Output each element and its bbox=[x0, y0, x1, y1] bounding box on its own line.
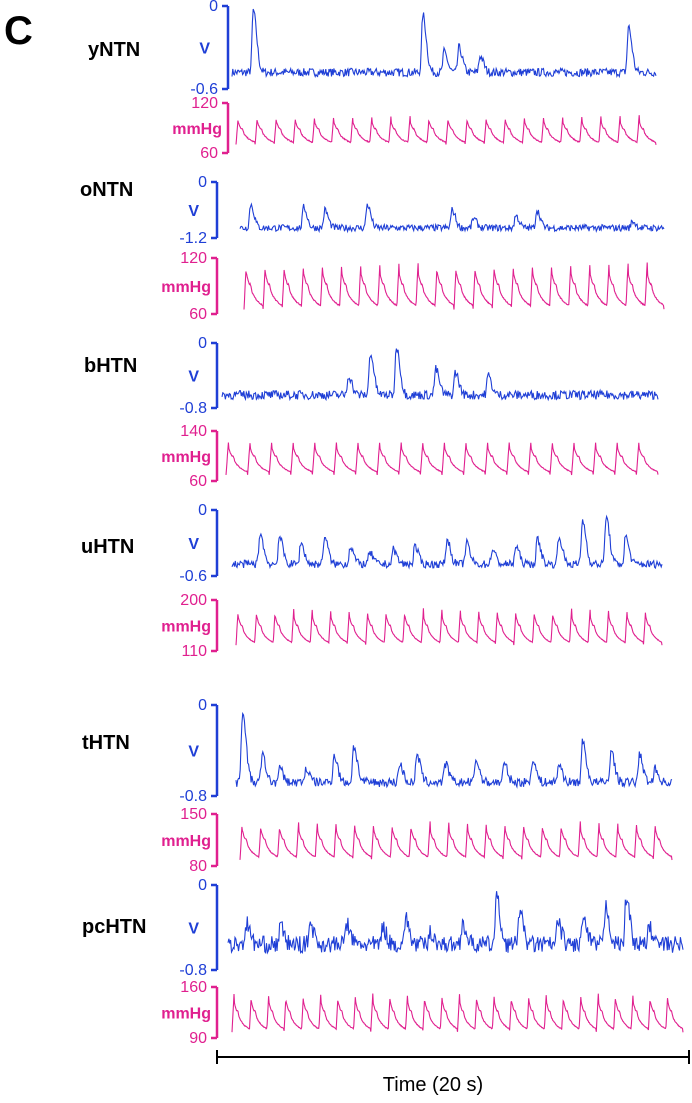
pressure-tick-label: 120 bbox=[180, 250, 207, 267]
nerve-unit-label: V bbox=[188, 744, 199, 761]
pressure-trace bbox=[235, 608, 663, 646]
pressure-tick-label: 60 bbox=[189, 473, 207, 490]
group-label: tHTN bbox=[82, 732, 130, 754]
pressure-tick-label: 110 bbox=[181, 643, 207, 660]
pressure-unit-label: mmHg bbox=[161, 449, 211, 466]
group-ontn: oNTN 0 -1.2 V 120 mmHg 60 bbox=[80, 174, 665, 323]
group-label: pcHTN bbox=[82, 916, 146, 938]
pressure-tick-label: 80 bbox=[189, 858, 207, 875]
pressure-trace bbox=[235, 115, 657, 146]
group-yntn: yNTN 0 -0.6 V 120 mmHg 60 bbox=[88, 0, 657, 162]
group-pchtn: pcHTN 0 -0.8 V 160 mmHg 90 bbox=[82, 877, 684, 1047]
nerve-trace bbox=[221, 348, 659, 402]
nerve-tick-label: -0.6 bbox=[179, 568, 207, 585]
panel-label: C bbox=[4, 9, 33, 53]
group-label: uHTN bbox=[81, 536, 134, 558]
pressure-trace bbox=[243, 262, 665, 310]
nerve-tick-label: -1.2 bbox=[179, 230, 207, 247]
nerve-tick-label: -0.8 bbox=[179, 400, 207, 417]
nerve-unit-label: V bbox=[188, 921, 199, 938]
group-uhtn: uHTN 0 -0.6 V 200 mmHg 110 bbox=[81, 502, 663, 660]
pressure-unit-label: mmHg bbox=[161, 619, 211, 636]
nerve-trace bbox=[227, 891, 684, 955]
nerve-trace bbox=[231, 8, 657, 79]
pressure-tick-label: 200 bbox=[180, 592, 207, 609]
group-label: bHTN bbox=[84, 355, 137, 377]
nerve-unit-label: V bbox=[188, 203, 199, 220]
pressure-tick-label: 160 bbox=[180, 979, 207, 996]
pressure-trace bbox=[225, 442, 659, 476]
pressure-trace bbox=[231, 993, 684, 1033]
nerve-tick-label: 0 bbox=[198, 174, 207, 191]
nerve-unit-label: V bbox=[188, 536, 199, 553]
nerve-tick-label: -0.8 bbox=[179, 788, 207, 805]
nerve-tick-label: -0.6 bbox=[190, 81, 218, 98]
pressure-unit-label: mmHg bbox=[161, 1006, 211, 1023]
nerve-trace bbox=[235, 711, 673, 789]
time-scale-bar bbox=[216, 1050, 690, 1064]
group-bhtn: bHTN 0 -0.8 V 140 mmHg 60 bbox=[84, 335, 659, 490]
pressure-tick-label: 60 bbox=[200, 145, 218, 162]
pressure-unit-label: mmHg bbox=[172, 121, 222, 138]
time-scale-label: Time (20 s) bbox=[383, 1074, 483, 1096]
pressure-tick-label: 140 bbox=[180, 423, 207, 440]
nerve-tick-label: 0 bbox=[198, 877, 207, 894]
nerve-tick-label: -0.8 bbox=[179, 962, 207, 979]
nerve-trace bbox=[231, 514, 663, 570]
nerve-tick-label: 0 bbox=[198, 502, 207, 519]
pressure-tick-label: 90 bbox=[189, 1030, 207, 1047]
nerve-unit-label: V bbox=[188, 369, 199, 386]
pressure-unit-label: mmHg bbox=[161, 833, 211, 850]
pressure-trace bbox=[239, 821, 673, 861]
nerve-tick-label: 0 bbox=[209, 0, 218, 15]
pressure-unit-label: mmHg bbox=[161, 279, 211, 296]
group-thtn: tHTN 0 -0.8 V 150 mmHg 80 bbox=[82, 697, 673, 875]
group-label: yNTN bbox=[88, 39, 140, 61]
nerve-tick-label: 0 bbox=[198, 697, 207, 714]
nerve-tick-label: 0 bbox=[198, 335, 207, 352]
pressure-tick-label: 60 bbox=[189, 306, 207, 323]
pressure-tick-label: 150 bbox=[180, 806, 207, 823]
pressure-tick-label: 120 bbox=[191, 95, 218, 112]
group-label: oNTN bbox=[80, 179, 133, 201]
nerve-trace bbox=[239, 202, 665, 234]
nerve-unit-label: V bbox=[199, 41, 210, 58]
